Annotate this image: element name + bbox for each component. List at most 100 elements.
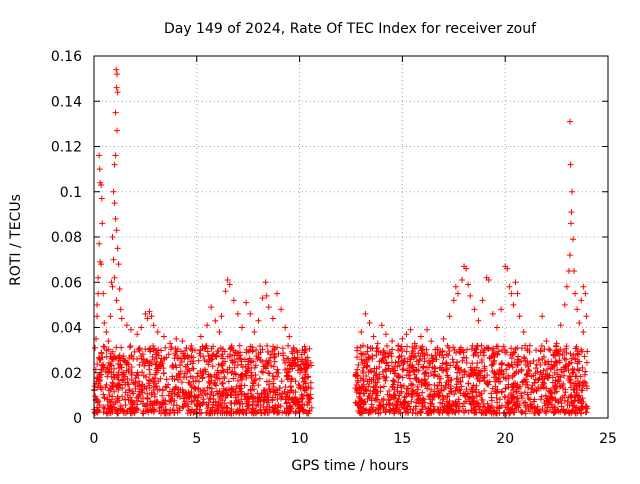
- data-point: [429, 396, 436, 403]
- data-point: [515, 353, 522, 360]
- data-point: [118, 315, 125, 322]
- data-point: [561, 368, 568, 375]
- data-point: [265, 370, 272, 377]
- data-point: [204, 384, 211, 391]
- data-point: [94, 313, 101, 320]
- data-point: [578, 346, 585, 353]
- data-point: [542, 359, 549, 366]
- data-point: [236, 342, 243, 349]
- data-point: [445, 381, 452, 388]
- data-point: [142, 374, 149, 381]
- data-point: [368, 368, 375, 375]
- data-point: [260, 369, 267, 376]
- data-point: [382, 377, 389, 384]
- data-point: [370, 333, 377, 340]
- data-point: [435, 409, 442, 416]
- data-point: [552, 343, 559, 350]
- data-point: [482, 408, 489, 415]
- data-point: [499, 388, 506, 395]
- data-point: [205, 401, 212, 408]
- y-tick-label: 0: [73, 411, 82, 427]
- data-point: [463, 386, 470, 393]
- data-point: [91, 409, 98, 416]
- data-point: [455, 364, 462, 371]
- data-point: [568, 391, 575, 398]
- data-point: [214, 391, 221, 398]
- data-point: [449, 356, 456, 363]
- data-point: [450, 401, 457, 408]
- data-point: [580, 398, 587, 405]
- data-point: [511, 349, 518, 356]
- data-point: [248, 387, 255, 394]
- data-point: [580, 283, 587, 290]
- data-point: [376, 402, 383, 409]
- data-point: [167, 397, 174, 404]
- x-axis-label: GPS time / hours: [291, 458, 408, 474]
- data-point: [583, 313, 590, 320]
- data-point: [440, 354, 447, 361]
- data-point: [354, 387, 361, 394]
- data-point: [191, 393, 198, 400]
- data-point: [190, 409, 197, 416]
- data-point: [373, 396, 380, 403]
- data-point: [559, 351, 566, 358]
- data-point: [393, 404, 400, 411]
- grid-lines: [94, 56, 608, 418]
- data-point: [149, 375, 156, 382]
- data-point: [406, 369, 413, 376]
- data-point: [127, 394, 134, 401]
- data-point: [301, 343, 308, 350]
- data-point: [107, 350, 114, 357]
- data-point: [533, 347, 540, 354]
- data-point: [500, 343, 507, 350]
- data-point: [443, 360, 450, 367]
- data-point: [255, 351, 262, 358]
- data-point: [143, 357, 150, 364]
- data-point: [470, 397, 477, 404]
- data-point: [198, 392, 205, 399]
- data-point: [146, 371, 153, 378]
- data-point: [294, 398, 301, 405]
- data-point: [220, 368, 227, 375]
- data-point: [390, 394, 397, 401]
- data-point: [199, 400, 206, 407]
- data-point: [494, 389, 501, 396]
- data-point: [282, 359, 289, 366]
- data-point: [361, 398, 368, 405]
- data-point: [188, 392, 195, 399]
- data-point: [478, 357, 485, 364]
- data-point: [354, 377, 361, 384]
- data-point: [509, 364, 516, 371]
- data-point: [475, 352, 482, 359]
- data-point: [479, 297, 486, 304]
- data-point: [528, 403, 535, 410]
- data-point: [305, 362, 312, 369]
- data-point: [537, 396, 544, 403]
- data-point: [498, 361, 505, 368]
- data-point: [354, 344, 361, 351]
- data-point: [278, 395, 285, 402]
- data-point: [199, 387, 206, 394]
- data-point: [568, 209, 575, 216]
- data-point: [467, 292, 474, 299]
- data-point: [443, 351, 450, 358]
- data-point: [408, 398, 415, 405]
- data-point: [212, 382, 219, 389]
- data-point: [213, 402, 220, 409]
- data-point: [353, 372, 360, 379]
- data-point: [249, 344, 256, 351]
- data-point: [421, 370, 428, 377]
- data-point: [439, 349, 446, 356]
- data-point: [257, 343, 264, 350]
- data-point: [365, 383, 372, 390]
- data-point: [509, 394, 516, 401]
- data-point: [212, 398, 219, 405]
- data-point: [112, 152, 119, 159]
- data-point: [233, 409, 240, 416]
- data-point: [294, 399, 301, 406]
- data-point: [537, 362, 544, 369]
- data-point: [375, 348, 382, 355]
- data-point: [401, 400, 408, 407]
- data-point: [294, 349, 301, 356]
- data-point: [98, 261, 105, 268]
